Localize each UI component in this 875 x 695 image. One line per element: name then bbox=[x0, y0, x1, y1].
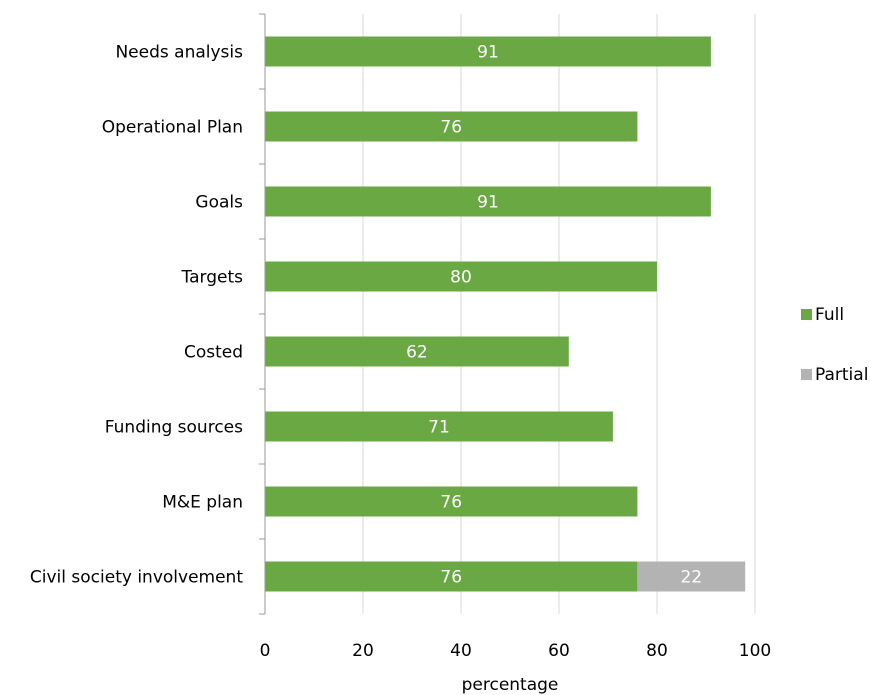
legend-label-full: Full bbox=[815, 305, 844, 325]
bar-value-label: 80 bbox=[450, 268, 472, 288]
bar-value-label: 22 bbox=[680, 568, 702, 588]
bar-value-label: 76 bbox=[440, 568, 462, 588]
legend-swatch-full bbox=[801, 309, 812, 320]
bars: 91 76 91 80 62 71 76 76 22 bbox=[265, 36, 746, 592]
category-label: Operational Plan bbox=[102, 118, 243, 138]
category-label: Civil society involvement bbox=[30, 568, 243, 588]
x-axis-title: percentage bbox=[462, 675, 559, 695]
bar-full bbox=[265, 186, 711, 217]
bar-value-label: 91 bbox=[477, 193, 499, 213]
x-tick-label: 60 bbox=[548, 641, 570, 661]
bar-full bbox=[265, 336, 569, 367]
bar-value-label: 76 bbox=[440, 493, 462, 513]
category-label: Costed bbox=[184, 343, 243, 363]
bar-full bbox=[265, 486, 638, 517]
category-label: Funding sources bbox=[105, 418, 243, 438]
legend-label-partial: Partial bbox=[815, 365, 868, 385]
x-tick-label: 0 bbox=[260, 641, 271, 661]
bar-value-label: 76 bbox=[440, 118, 462, 138]
category-label: Goals bbox=[195, 193, 243, 213]
grid-lines bbox=[362, 14, 756, 614]
legend-swatch-partial bbox=[801, 369, 812, 380]
category-label: Needs analysis bbox=[115, 43, 243, 63]
bar-full bbox=[265, 261, 657, 292]
x-tick-label: 80 bbox=[646, 641, 668, 661]
axes: 0 20 40 60 80 100 Needs analysis Operational Pl… bbox=[30, 13, 771, 661]
category-label: Targets bbox=[181, 268, 244, 288]
bar-full bbox=[265, 111, 638, 142]
bar-value-label: 71 bbox=[428, 418, 450, 438]
x-tick-label: 100 bbox=[739, 641, 771, 661]
bar-value-label: 91 bbox=[477, 43, 499, 63]
bar-full bbox=[265, 36, 711, 67]
bar-value-label: 62 bbox=[406, 343, 428, 363]
bar-full bbox=[265, 411, 613, 442]
x-tick-label: 40 bbox=[450, 641, 472, 661]
category-label: M&E plan bbox=[162, 493, 243, 513]
legend: Full Partial bbox=[801, 305, 868, 385]
bar-partial bbox=[637, 561, 746, 592]
bar-full bbox=[265, 561, 638, 592]
x-tick-label: 20 bbox=[352, 641, 374, 661]
